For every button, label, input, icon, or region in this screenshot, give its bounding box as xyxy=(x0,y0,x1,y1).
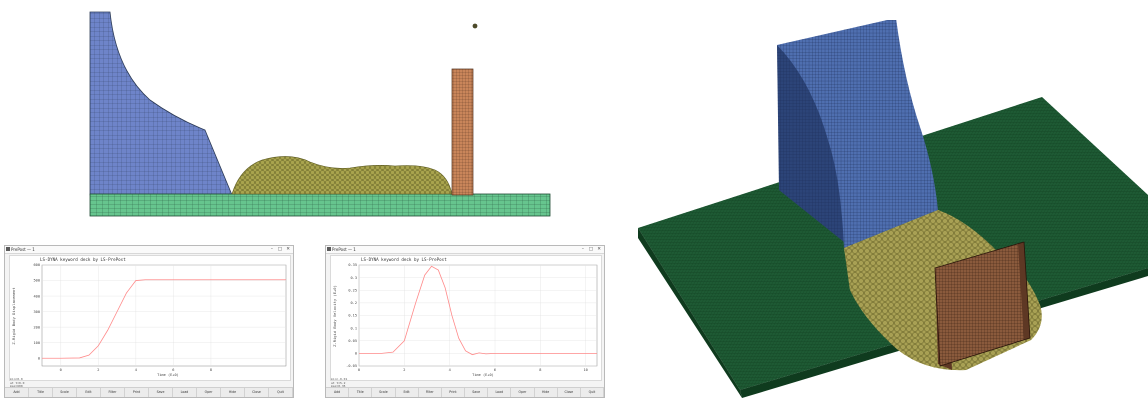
x-tick-label: 8 xyxy=(539,368,541,372)
save-button[interactable]: Save xyxy=(149,388,173,397)
edit-button[interactable]: Edit xyxy=(396,388,419,397)
x-tick-label: 4 xyxy=(449,368,451,372)
window-title: PrePost — 1 xyxy=(332,247,356,252)
window-title: PrePost — 1 xyxy=(11,247,35,252)
series-line xyxy=(42,279,286,359)
x-axis-label: Time (E+0) xyxy=(472,373,494,377)
y-tick-label: 0.05 xyxy=(348,339,357,343)
title-button[interactable]: Title xyxy=(29,388,53,397)
filter-button[interactable]: Filter xyxy=(101,388,125,397)
plot-window-velocity: PrePost — 1 – □ ✕ LS-DYNA keyword deck b… xyxy=(325,245,605,398)
y-tick-label: 0 xyxy=(38,356,40,360)
filter-button[interactable]: Filter xyxy=(419,388,442,397)
y-tick-label: 0 xyxy=(355,352,357,356)
x-tick-label: 10 xyxy=(584,368,588,372)
add-button[interactable]: Add xyxy=(5,388,29,397)
y-tick-label: 200 xyxy=(34,325,41,329)
y-tick-label: 0.25 xyxy=(348,288,357,292)
print-button[interactable]: Print xyxy=(442,388,466,397)
window-titlebar[interactable]: PrePost — 1 – □ ✕ xyxy=(5,246,293,254)
mesh-3d-viewport xyxy=(636,20,1148,398)
plot-toolbar: Add Title Scale Edit Filter Print Save L… xyxy=(5,387,293,397)
x-tick-label: 4 xyxy=(135,368,137,372)
chart-title: LS-DYNA keyword deck by LS-PrePost xyxy=(40,257,126,262)
mesh-3d-canvas xyxy=(638,20,1148,398)
close-button[interactable]: ✕ xyxy=(286,247,290,252)
y-tick-label: 0.1 xyxy=(351,326,358,330)
app-icon xyxy=(6,247,10,251)
plot-area: LS-DYNA keyword deck by LS-PrePost Z-Rig… xyxy=(330,255,602,381)
title-button[interactable]: Title xyxy=(349,388,373,397)
oper-button[interactable]: Oper xyxy=(197,388,221,397)
maximize-button[interactable]: □ xyxy=(588,247,593,252)
y-tick-label: 600 xyxy=(34,263,41,267)
x-tick-label: 0 xyxy=(358,368,360,372)
minimize-button[interactable]: – xyxy=(581,247,584,252)
scale-button[interactable]: Scale xyxy=(372,388,396,397)
quit-button[interactable]: Quit xyxy=(269,388,293,397)
plate-side-face xyxy=(638,228,742,398)
y-axis-label: Z-Rigid Body Displacement xyxy=(11,287,16,344)
y-tick-label: 100 xyxy=(34,341,41,345)
scale-button[interactable]: Scale xyxy=(53,388,77,397)
edit-button[interactable]: Edit xyxy=(77,388,101,397)
x-tick-label: 0 xyxy=(60,368,62,372)
oper-button[interactable]: Oper xyxy=(511,388,535,397)
y-tick-label: -0.05 xyxy=(346,364,357,368)
quit-button[interactable]: Quit xyxy=(581,388,605,397)
series-line xyxy=(359,265,597,356)
y-axis-label: Z-Rigid Body Velocity (E+0) xyxy=(332,285,337,347)
plot-area: LS-DYNA keyword deck by LS-PrePost Z-Rig… xyxy=(9,255,291,381)
close-plot-button[interactable]: Close xyxy=(558,388,581,397)
print-button[interactable]: Print xyxy=(125,388,149,397)
hide-button[interactable]: Hide xyxy=(535,388,558,397)
mesh-2d-canvas xyxy=(89,11,551,217)
y-tick-label: 400 xyxy=(34,294,41,298)
save-button[interactable]: Save xyxy=(465,388,489,397)
dam-mesh-lines xyxy=(90,12,232,195)
y-tick-label: 500 xyxy=(34,279,41,283)
load-button[interactable]: Load xyxy=(488,388,512,397)
x-tick-label: 2 xyxy=(403,368,405,372)
maximize-button[interactable]: □ xyxy=(277,247,282,252)
close-plot-button[interactable]: Close xyxy=(245,388,269,397)
velocity-chart: LS-DYNA keyword deck by LS-PrePost Z-Rig… xyxy=(332,257,598,377)
load-button[interactable]: Load xyxy=(173,388,197,397)
window-titlebar[interactable]: PrePost — 1 – □ ✕ xyxy=(326,246,604,254)
stray-particle xyxy=(472,23,478,29)
y-tick-label: 0.15 xyxy=(348,314,357,318)
y-tick-label: 0.2 xyxy=(351,301,358,305)
hide-button[interactable]: Hide xyxy=(221,388,245,397)
x-tick-label: 6 xyxy=(494,368,496,372)
displacement-chart: LS-DYNA keyword deck by LS-PrePost Z-Rig… xyxy=(11,257,287,377)
x-tick-label: 6 xyxy=(172,368,174,372)
x-axis-label: Time (E+0) xyxy=(157,373,179,377)
mesh-2d-viewport xyxy=(0,0,560,225)
x-tick-label: 8 xyxy=(210,368,212,372)
add-button[interactable]: Add xyxy=(326,388,350,397)
app-icon xyxy=(327,247,331,251)
close-button[interactable]: ✕ xyxy=(597,247,601,252)
x-tick-label: 2 xyxy=(97,368,99,372)
y-tick-label: 300 xyxy=(34,310,41,314)
plot-window-displacement: PrePost — 1 – □ ✕ LS-DYNA keyword deck b… xyxy=(4,245,294,398)
y-tick-label: 0.35 xyxy=(348,263,357,267)
chart-title: LS-DYNA keyword deck by LS-PrePost xyxy=(361,257,447,262)
plot-toolbar: Add Title Scale Edit Filter Print Save L… xyxy=(326,387,605,397)
y-tick-label: 0.3 xyxy=(351,276,358,280)
minimize-button[interactable]: – xyxy=(270,247,273,252)
